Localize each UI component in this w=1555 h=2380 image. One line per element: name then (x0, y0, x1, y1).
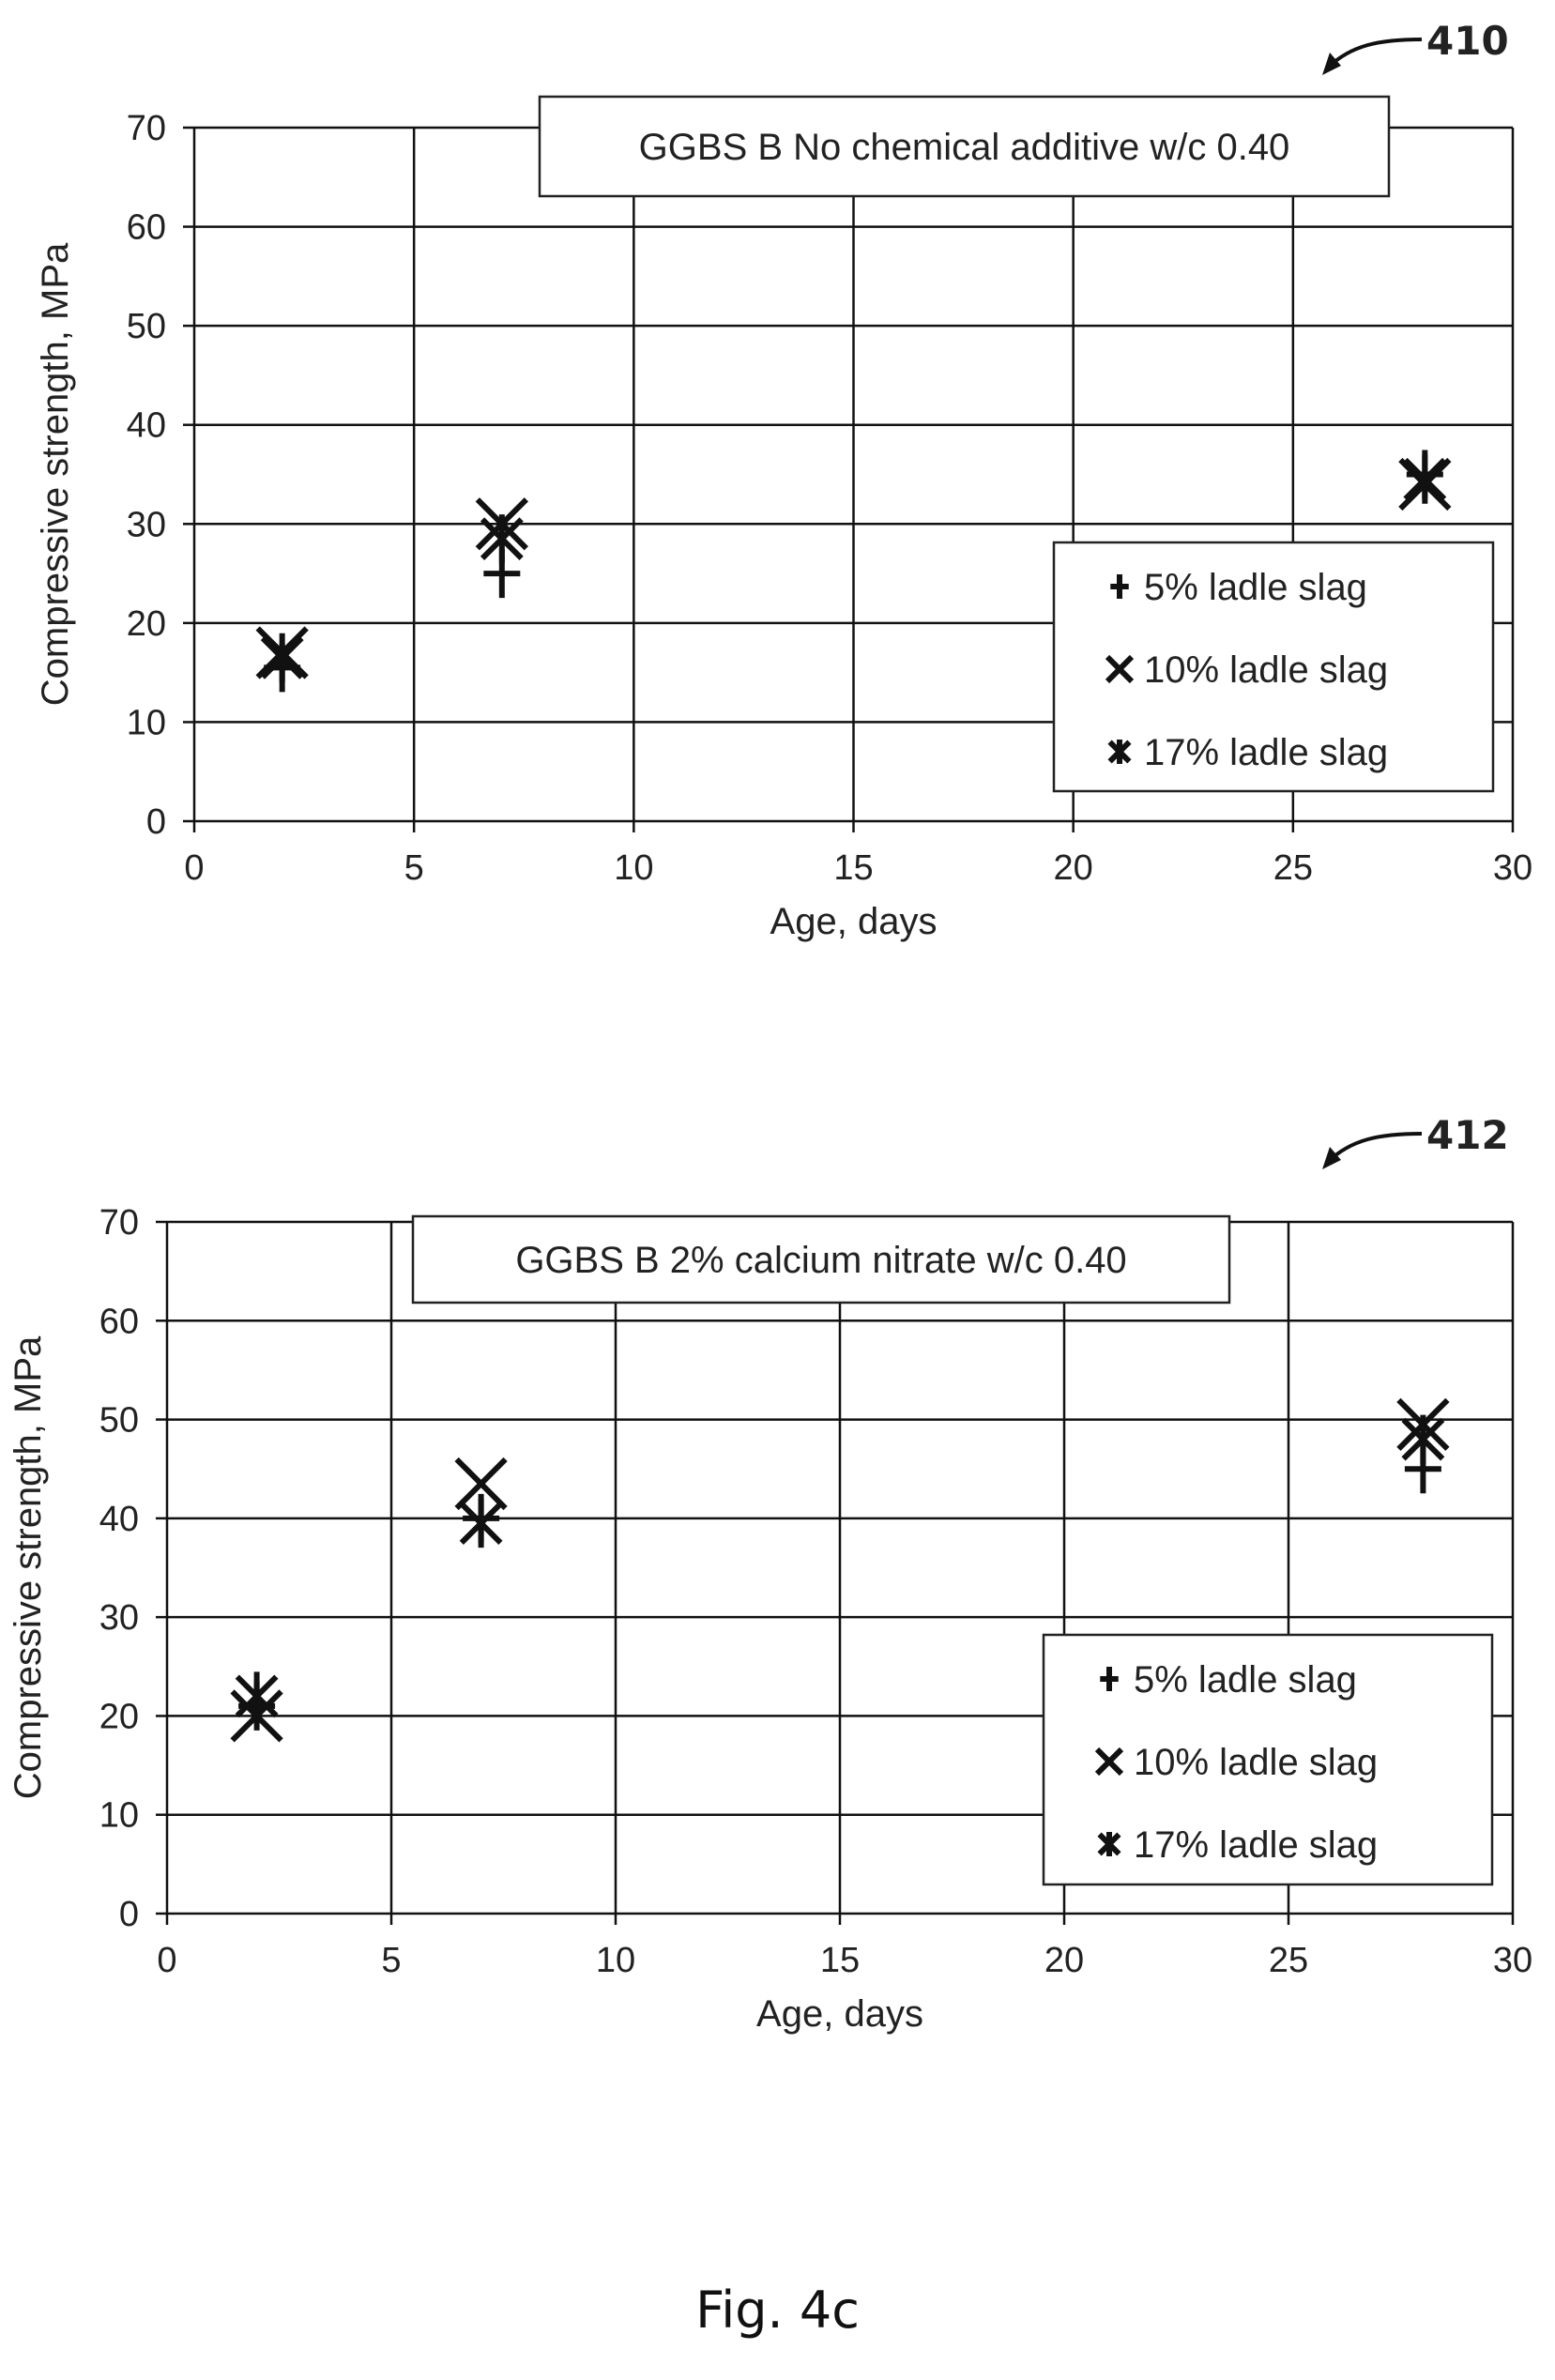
legend-marker-star (1107, 740, 1132, 764)
data-point-x (454, 1457, 508, 1511)
y-tick-label: 30 (99, 1598, 139, 1638)
legend-marker-plus (1100, 1667, 1119, 1691)
data-point-star (459, 1499, 503, 1549)
y-axis-label: Compressive strength, MPa (35, 242, 76, 706)
data-point-star (480, 514, 524, 564)
legend-marker-x (1094, 1747, 1124, 1777)
y-tick-label: 20 (99, 1697, 139, 1736)
y-tick-label: 30 (127, 505, 166, 544)
legend-marker-star (1097, 1832, 1121, 1856)
y-tick-label: 10 (99, 1796, 139, 1836)
x-tick-label: 20 (1054, 848, 1093, 888)
y-axis-label: Compressive strength, MPa (8, 1335, 49, 1799)
figure-caption: Fig. 4c (695, 2281, 860, 2340)
legend-label: 17% ladle slag (1144, 732, 1388, 773)
reference-numeral: 412 (1426, 1112, 1509, 1158)
legend-label: 5% ladle slag (1144, 567, 1367, 608)
chart-2: 0 5 10 15 20 25 30 0 10 20 30 40 50 60 70 Age, days Comp… (8, 1112, 1532, 2035)
chart-title-box (411, 1214, 1231, 1304)
data-point-star (1401, 1414, 1445, 1464)
y-tick-label: 70 (99, 1203, 139, 1243)
legend-label: 5% ladle slag (1134, 1659, 1357, 1701)
x-tick-label: 5 (404, 848, 424, 888)
reference-numeral: 410 (1426, 18, 1509, 64)
x-tick-label: 30 (1493, 1941, 1532, 1980)
x-tick-label: 10 (596, 1941, 635, 1980)
legend-label: 17% ladle slag (1134, 1824, 1378, 1866)
x-tick-label: 0 (157, 1941, 176, 1980)
x-tick-label: 0 (184, 848, 204, 888)
legend-marker-plus (1110, 574, 1129, 599)
y-tick-label: 40 (127, 406, 166, 446)
x-tick-label: 30 (1493, 848, 1532, 888)
data-point-star (1403, 454, 1447, 504)
reference-arrowhead (1322, 1147, 1341, 1169)
y-tick-label: 0 (119, 1895, 139, 1934)
x-tick-label: 5 (381, 1941, 401, 1980)
chart-title: GGBS B 2% calcium nitrate w/c 0.40 (515, 1240, 1126, 1281)
chart-title: GGBS B No chemical additive w/c 0.40 (639, 127, 1290, 168)
y-tick-label: 50 (127, 307, 166, 346)
y-tick-label: 40 (99, 1500, 139, 1539)
x-axis-label: Age, days (770, 901, 938, 942)
x-axis-label: Age, days (756, 1993, 923, 2035)
y-tick-label: 60 (99, 1302, 139, 1341)
y-tick-label: 70 (127, 109, 166, 148)
x-tick-label: 25 (1269, 1941, 1308, 1980)
x-tick-label: 25 (1273, 848, 1313, 888)
legend-label: 10% ladle slag (1144, 649, 1388, 691)
x-tick-label: 15 (833, 848, 873, 888)
reference-leader-line (1326, 38, 1423, 69)
legend-marker-x (1105, 654, 1135, 684)
data-point-star (235, 1671, 279, 1721)
chart-title-box (538, 95, 1391, 198)
chart-1: 0 5 10 15 20 25 30 0 10 20 30 40 50 60 70 Age, days Comp… (35, 18, 1532, 942)
y-tick-label: 60 (127, 208, 166, 248)
x-tick-label: 20 (1044, 1941, 1084, 1980)
reference-arrowhead (1322, 53, 1341, 75)
reference-leader-line (1326, 1132, 1423, 1164)
x-tick-label: 10 (614, 848, 653, 888)
y-tick-label: 50 (99, 1401, 139, 1441)
y-tick-label: 0 (146, 802, 166, 842)
y-tick-label: 10 (127, 703, 166, 742)
data-point-star (260, 633, 304, 682)
y-tick-label: 20 (127, 604, 166, 644)
x-tick-label: 15 (820, 1941, 860, 1980)
legend-label: 10% ladle slag (1134, 1742, 1378, 1783)
